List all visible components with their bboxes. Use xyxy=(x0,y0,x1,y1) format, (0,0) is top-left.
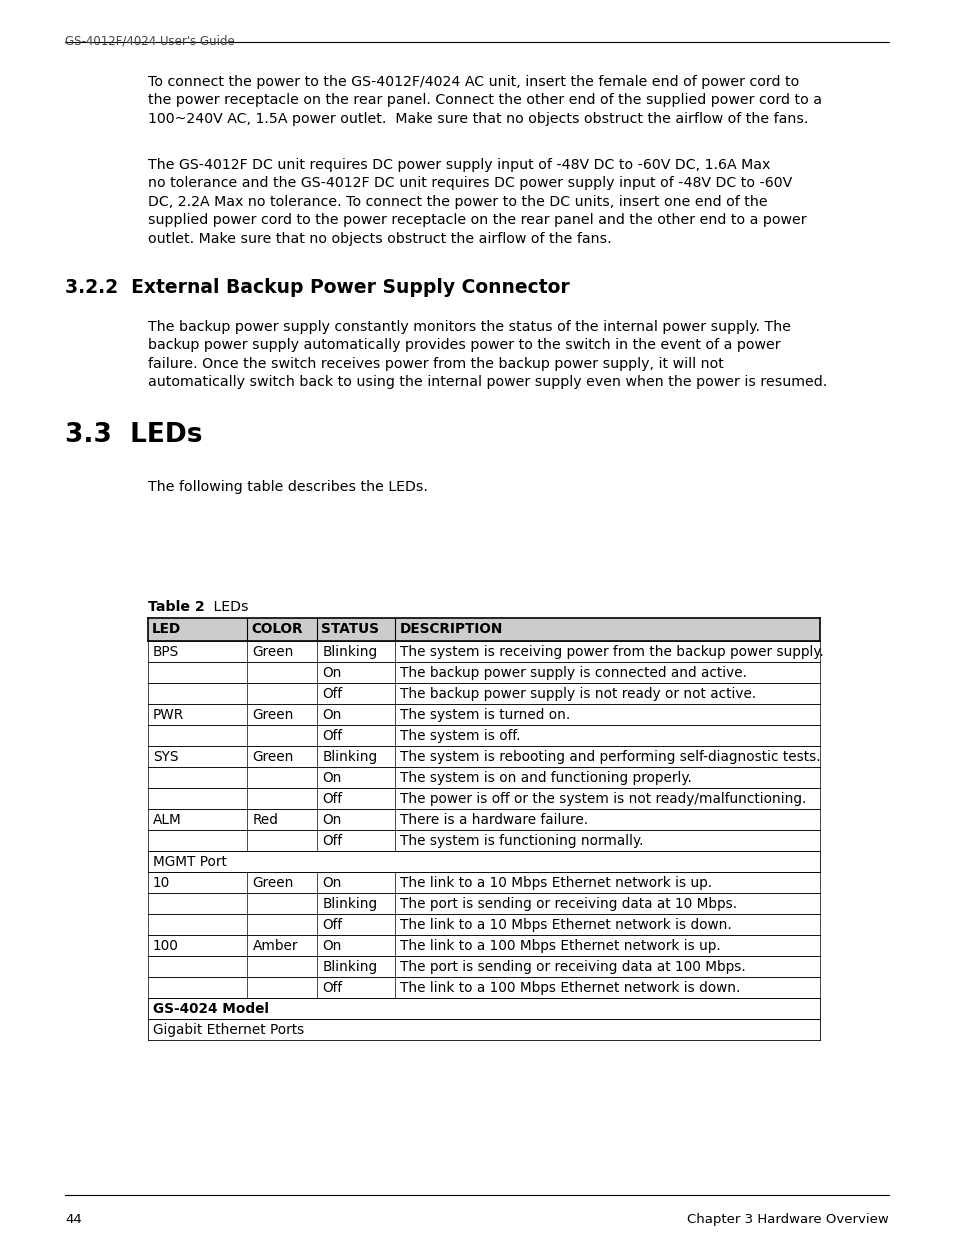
Text: Off: Off xyxy=(322,792,342,806)
Text: The system is rebooting and performing self-diagnostic tests.: The system is rebooting and performing s… xyxy=(400,750,821,764)
Text: The backup power supply constantly monitors the status of the internal power sup: The backup power supply constantly monit… xyxy=(148,320,826,389)
Text: To connect the power to the GS-4012F/4024 AC unit, insert the female end of powe: To connect the power to the GS-4012F/402… xyxy=(148,75,821,126)
Text: DESCRIPTION: DESCRIPTION xyxy=(399,622,502,636)
Text: Table 2: Table 2 xyxy=(148,600,205,614)
Bar xyxy=(148,914,820,935)
Bar xyxy=(148,809,820,830)
Text: Off: Off xyxy=(322,729,342,743)
Bar xyxy=(148,1019,820,1040)
Text: The link to a 100 Mbps Ethernet network is down.: The link to a 100 Mbps Ethernet network … xyxy=(400,981,740,995)
Text: Chapter 3 Hardware Overview: Chapter 3 Hardware Overview xyxy=(686,1213,888,1226)
Bar xyxy=(148,662,820,683)
Text: On: On xyxy=(322,939,341,953)
Bar xyxy=(148,767,820,788)
Text: 10: 10 xyxy=(152,876,170,890)
Text: The system is on and functioning properly.: The system is on and functioning properl… xyxy=(400,771,692,785)
Text: On: On xyxy=(322,666,341,680)
Text: 44: 44 xyxy=(65,1213,82,1226)
Bar xyxy=(148,683,820,704)
Text: The system is receiving power from the backup power supply.: The system is receiving power from the b… xyxy=(400,645,823,659)
Text: The port is sending or receiving data at 100 Mbps.: The port is sending or receiving data at… xyxy=(400,960,745,974)
Text: 100: 100 xyxy=(152,939,178,953)
Text: BPS: BPS xyxy=(152,645,179,659)
Bar xyxy=(148,893,820,914)
Text: The GS-4012F DC unit requires DC power supply input of -48V DC to -60V DC, 1.6A : The GS-4012F DC unit requires DC power s… xyxy=(148,158,806,246)
Bar xyxy=(148,704,820,725)
Text: Off: Off xyxy=(322,981,342,995)
Text: Red: Red xyxy=(253,813,278,827)
Text: MGMT Port: MGMT Port xyxy=(152,855,227,869)
Text: 3.3  LEDs: 3.3 LEDs xyxy=(65,422,202,448)
Text: ALM: ALM xyxy=(152,813,182,827)
Bar xyxy=(148,872,820,893)
Text: On: On xyxy=(322,813,341,827)
Text: Amber: Amber xyxy=(253,939,297,953)
Text: The following table describes the LEDs.: The following table describes the LEDs. xyxy=(148,480,428,494)
Bar xyxy=(148,830,820,851)
Text: The link to a 100 Mbps Ethernet network is up.: The link to a 100 Mbps Ethernet network … xyxy=(400,939,720,953)
Text: LEDs: LEDs xyxy=(200,600,248,614)
Bar xyxy=(148,618,820,641)
Text: STATUS: STATUS xyxy=(321,622,379,636)
Text: The system is functioning normally.: The system is functioning normally. xyxy=(400,834,643,848)
Text: Gigabit Ethernet Ports: Gigabit Ethernet Ports xyxy=(152,1023,304,1037)
Bar xyxy=(148,641,820,662)
Text: Off: Off xyxy=(322,918,342,932)
Text: There is a hardware failure.: There is a hardware failure. xyxy=(400,813,588,827)
Bar xyxy=(148,935,820,956)
Text: Blinking: Blinking xyxy=(322,645,377,659)
Text: On: On xyxy=(322,876,341,890)
Text: Off: Off xyxy=(322,687,342,701)
Text: Blinking: Blinking xyxy=(322,960,377,974)
Text: Green: Green xyxy=(253,876,294,890)
Text: The power is off or the system is not ready/malfunctioning.: The power is off or the system is not re… xyxy=(400,792,806,806)
Text: COLOR: COLOR xyxy=(252,622,303,636)
Bar xyxy=(148,746,820,767)
Text: Off: Off xyxy=(322,834,342,848)
Bar xyxy=(148,851,820,872)
Text: Green: Green xyxy=(253,645,294,659)
Text: Green: Green xyxy=(253,708,294,722)
Text: GS-4024 Model: GS-4024 Model xyxy=(152,1002,269,1016)
Text: PWR: PWR xyxy=(152,708,184,722)
Text: Blinking: Blinking xyxy=(322,750,377,764)
Text: On: On xyxy=(322,771,341,785)
Text: The port is sending or receiving data at 10 Mbps.: The port is sending or receiving data at… xyxy=(400,897,737,911)
Text: GS-4012F/4024 User's Guide: GS-4012F/4024 User's Guide xyxy=(65,35,234,48)
Text: Blinking: Blinking xyxy=(322,897,377,911)
Text: 3.2.2  External Backup Power Supply Connector: 3.2.2 External Backup Power Supply Conne… xyxy=(65,278,569,296)
Bar xyxy=(148,788,820,809)
Text: The system is off.: The system is off. xyxy=(400,729,520,743)
Bar xyxy=(148,725,820,746)
Text: The system is turned on.: The system is turned on. xyxy=(400,708,570,722)
Text: The link to a 10 Mbps Ethernet network is down.: The link to a 10 Mbps Ethernet network i… xyxy=(400,918,731,932)
Text: SYS: SYS xyxy=(152,750,178,764)
Text: LED: LED xyxy=(152,622,181,636)
Text: The backup power supply is not ready or not active.: The backup power supply is not ready or … xyxy=(400,687,756,701)
Bar xyxy=(148,998,820,1019)
Text: The backup power supply is connected and active.: The backup power supply is connected and… xyxy=(400,666,746,680)
Text: Green: Green xyxy=(253,750,294,764)
Bar xyxy=(148,956,820,977)
Text: The link to a 10 Mbps Ethernet network is up.: The link to a 10 Mbps Ethernet network i… xyxy=(400,876,712,890)
Bar xyxy=(148,977,820,998)
Text: On: On xyxy=(322,708,341,722)
